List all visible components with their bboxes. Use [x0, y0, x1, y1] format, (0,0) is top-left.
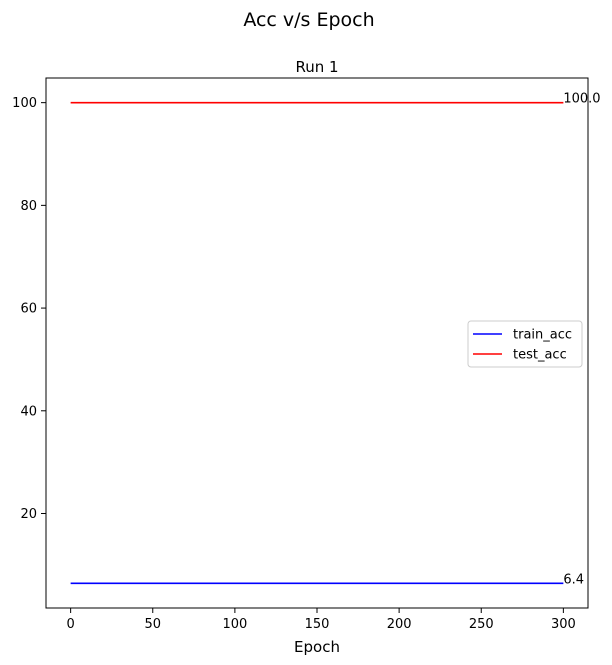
ticks-layer: 0 50 100 150 200 250 300 20 40 60 80 100	[12, 96, 576, 632]
legend-label: train_acc	[513, 328, 572, 343]
x-tick-label: 150	[305, 617, 330, 632]
y-tick-label: 80	[20, 199, 37, 214]
x-tick-label: 100	[222, 617, 247, 632]
y-tick-label: 40	[20, 404, 37, 419]
x-axis-label: Epoch	[294, 638, 340, 656]
axes-title: Run 1	[295, 58, 338, 76]
x-tick-label: 300	[551, 617, 576, 632]
data-label: 6.4	[563, 572, 584, 587]
y-tick-label: 60	[20, 302, 37, 317]
figure-suptitle: Acc v/s Epoch	[243, 9, 374, 31]
x-tick-label: 50	[144, 617, 161, 632]
x-tick-label: 250	[469, 617, 494, 632]
legend-box	[467, 320, 583, 368]
legend: train_acc test_acc	[467, 320, 583, 368]
plot-frame	[45, 77, 589, 609]
y-tick-label: 100	[12, 96, 37, 111]
series-layer	[70, 101, 564, 585]
annotation-layer: 100.0 6.4	[563, 92, 600, 588]
legend-label: test_acc	[513, 348, 567, 363]
y-tick-label: 20	[20, 507, 37, 522]
x-tick-label: 0	[66, 617, 74, 632]
x-tick-label: 200	[387, 617, 412, 632]
data-label: 100.0	[563, 92, 600, 107]
